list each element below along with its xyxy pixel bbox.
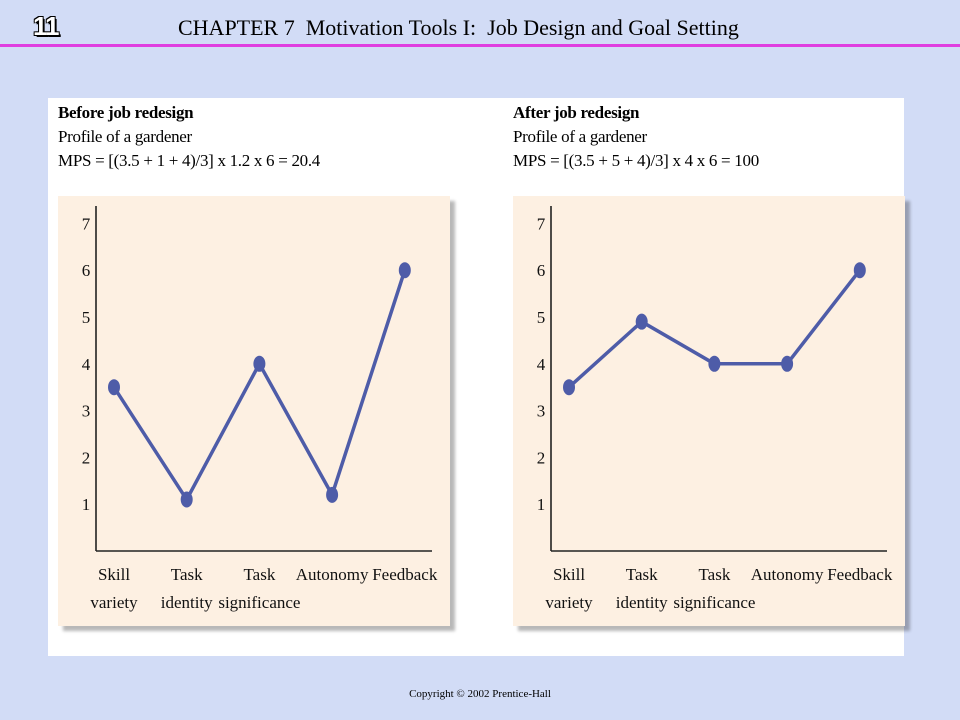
x-tick-label: variety (90, 593, 138, 612)
chart-before-subtitle: Profile of a gardener (58, 127, 192, 146)
x-tick-label: Task (698, 565, 730, 584)
y-tick-label: 3 (82, 402, 91, 421)
chart-before-plot: 1 2 3 4 5 6 7 Skill variety Task identity Task signi… (58, 196, 450, 626)
chart-after-title: After job redesign (513, 103, 640, 122)
chart-after-header: After job redesign Profile of a gardener… (513, 101, 759, 173)
y-tick-label: 2 (82, 448, 91, 467)
x-tick-label: identity (616, 593, 668, 612)
chart-after-subtitle: Profile of a gardener (513, 127, 647, 146)
x-tick-label: Autonomy (751, 565, 824, 584)
chart-svg: 1 2 3 4 5 6 7 Skill variety Task identity Task signi… (537, 206, 893, 612)
copyright-footer: Copyright © 2002 Prentice-Hall (409, 688, 551, 700)
chart-svg: 1 2 3 4 5 6 7 Skill variety Task identity Task signi… (82, 206, 438, 612)
chart-after-formula: MPS = [(3.5 + 5 + 4)/3] x 4 x 6 = 100 (513, 151, 759, 170)
y-tick-label: 6 (537, 261, 546, 280)
data-point (180, 491, 193, 508)
x-tick-label: Skill (98, 565, 130, 584)
y-tick-label: 5 (537, 308, 546, 327)
y-tick-label: 6 (82, 261, 91, 280)
y-tick-label: 2 (537, 448, 546, 467)
chart-before-title: Before job redesign (58, 103, 194, 122)
y-tick-label: 3 (537, 402, 546, 421)
chart-after-plot: 1 2 3 4 5 6 7 Skill variety Task identity Task signi… (513, 196, 905, 626)
x-tick-label: significance (218, 593, 300, 612)
data-point (708, 355, 721, 372)
x-tick-label: identity (161, 593, 213, 612)
x-tick-label: Feedback (827, 565, 893, 584)
data-point (563, 379, 575, 396)
data-point (635, 313, 648, 330)
series-line (112, 269, 407, 502)
x-tick-label: Feedback (372, 565, 438, 584)
y-tick-label: 4 (82, 355, 91, 374)
data-point (108, 379, 120, 396)
y-tick-label: 1 (82, 495, 91, 514)
header-divider (0, 44, 960, 47)
x-tick-label: variety (545, 593, 593, 612)
data-point (326, 486, 339, 503)
y-tick-label: 4 (537, 355, 546, 374)
x-tick-label: significance (673, 593, 755, 612)
slide-number: 11 (33, 11, 59, 41)
data-point (781, 355, 794, 372)
data-point (253, 355, 266, 372)
y-tick-label: 5 (82, 308, 91, 327)
x-tick-label: Autonomy (296, 565, 369, 584)
y-tick-label: 1 (537, 495, 546, 514)
x-tick-label: Skill (553, 565, 585, 584)
y-tick-label: 7 (82, 214, 91, 233)
data-point (398, 262, 411, 279)
y-tick-label: 7 (537, 214, 546, 233)
chart-before-formula: MPS = [(3.5 + 1 + 4)/3] x 1.2 x 6 = 20.4 (58, 151, 320, 170)
data-point (853, 262, 866, 279)
x-tick-label: Task (626, 565, 658, 584)
x-tick-label: Task (243, 565, 275, 584)
chapter-title: CHAPTER 7 Motivation Tools I: Job Design… (178, 15, 739, 40)
x-tick-label: Task (171, 565, 203, 584)
chart-before-header: Before job redesign Profile of a gardene… (58, 101, 320, 173)
